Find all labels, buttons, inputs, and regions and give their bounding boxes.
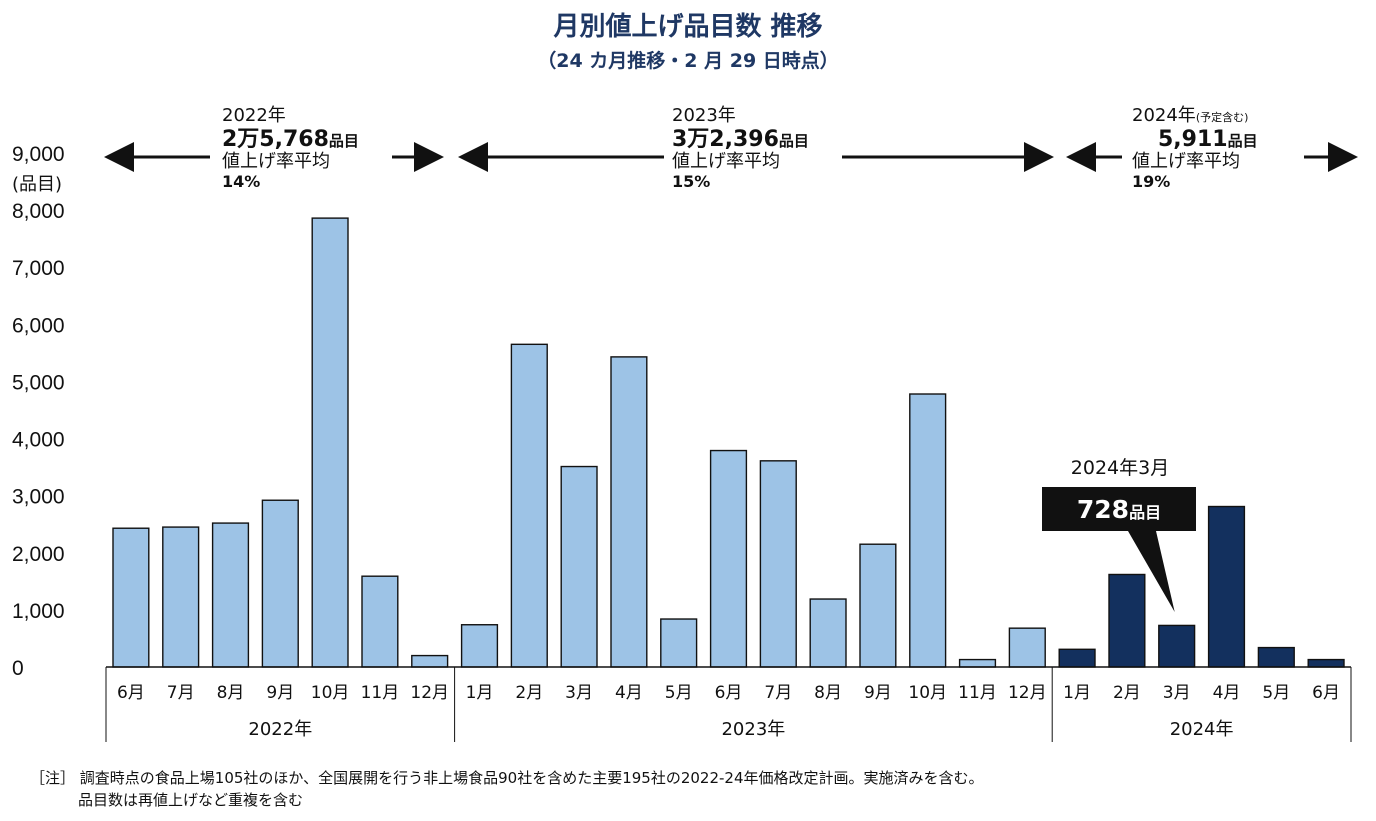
callout-box [1042, 487, 1196, 612]
bar [1257, 646, 1295, 668]
x-tick-label: 11月 [958, 683, 997, 703]
x-tick-label: 8月 [814, 683, 842, 703]
period-rate: 14% [222, 171, 261, 191]
period-2024: 2024年(予定含む) 5,911品目 値上げ率平均 19% [1132, 105, 1258, 191]
y-tick-label: 9,000 [12, 143, 65, 166]
x-tick-label: 7月 [764, 683, 792, 703]
y-tick-label: 6,000 [12, 314, 65, 337]
x-tick-label: 9月 [266, 683, 294, 703]
bar [311, 217, 349, 668]
chart-subtitle: （24 カ月推移・2 月 29 日時点） [537, 50, 839, 72]
period-year: 2022年 [222, 105, 286, 126]
bar [460, 624, 499, 668]
bar [1158, 624, 1196, 668]
period-rate-label: 値上げ率平均 [672, 150, 780, 172]
y-tick-label: 7,000 [12, 257, 65, 280]
bar [958, 658, 997, 668]
x-tick-label: 5月 [1262, 683, 1290, 703]
footnote-line-1: ［注］ 調査時点の食品上場105社のほか、全国展開を行う非上場食品90社を含めた… [30, 769, 984, 787]
x-tick-label: 6月 [117, 683, 145, 703]
y-tick-label: 1,000 [12, 600, 65, 623]
period-unit: 品目 [328, 131, 359, 150]
chart-title: 月別値上げ品目数 推移 [553, 12, 823, 42]
period-total: 3万2,396 [672, 126, 779, 152]
x-tick-label: 4月 [1213, 683, 1241, 703]
period-rate: 19% [1132, 171, 1171, 191]
bar [759, 460, 797, 668]
x-tick-label: 5月 [665, 683, 693, 703]
period-rate-label: 値上げ率平均 [222, 150, 330, 172]
year-label: 2024年 [1170, 719, 1234, 740]
x-tick-label: 1月 [1063, 683, 1091, 703]
bar [660, 618, 698, 668]
callout-value: 728品目 [1077, 495, 1161, 524]
bar [361, 575, 399, 668]
y-tick-label: 0 [12, 657, 24, 680]
bar [610, 356, 648, 668]
y-tick-label: 5,000 [12, 371, 65, 394]
period-2022: 2022年 2万5,768品目 値上げ率平均 14% [222, 105, 359, 191]
y-tick-label: 2,000 [12, 543, 65, 566]
bar [909, 393, 947, 668]
callout-label: 2024年3月 [1071, 457, 1169, 479]
period-rate: 15% [672, 171, 711, 191]
y-axis-unit: (品目) [12, 174, 63, 195]
x-tick-label: 1月 [466, 683, 494, 703]
bar [809, 598, 847, 668]
bar [709, 449, 748, 668]
footnote-line-2: 品目数は再値上げなど重複を含む [78, 790, 304, 809]
y-tick-label: 4,000 [12, 429, 65, 452]
bar [1008, 627, 1046, 668]
x-tick-label: 12月 [1008, 683, 1047, 703]
x-tick-label: 7月 [167, 683, 195, 703]
bar [261, 499, 299, 668]
bar [411, 654, 449, 668]
bar [1108, 573, 1146, 668]
bar [1207, 505, 1246, 668]
x-tick-label: 6月 [1312, 683, 1340, 703]
bar [112, 527, 150, 668]
footnote: ［注］ 調査時点の食品上場105社のほか、全国展開を行う非上場食品90社を含めた… [30, 768, 984, 812]
x-tick-label: 12月 [410, 683, 449, 703]
period-unit: 品目 [778, 131, 809, 150]
x-tick-label: 2月 [1113, 683, 1141, 703]
x-tick-label: 11月 [361, 683, 400, 703]
y-tick-label: 3,000 [12, 486, 65, 509]
x-tick-label: 9月 [864, 683, 892, 703]
period-year: 2024年 [1132, 105, 1196, 126]
bar [1058, 648, 1096, 668]
y-tick-label: 8,000 [12, 200, 65, 223]
period-total: 2万5,768 [222, 126, 329, 152]
year-label: 2023年 [721, 719, 785, 740]
x-tick-label: 10月 [311, 683, 350, 703]
x-tick-label: 3月 [565, 683, 593, 703]
period-year: 2023年 [672, 105, 736, 126]
period-total: 5,911 [1158, 126, 1228, 152]
x-tick-label: 6月 [715, 683, 743, 703]
period-unit: 品目 [1227, 131, 1258, 150]
bar [211, 522, 250, 668]
x-tick-label: 4月 [615, 683, 643, 703]
x-tick-label: 10月 [908, 683, 947, 703]
bar [510, 343, 548, 668]
x-tick-label: 2月 [515, 683, 543, 703]
x-tick-label: 3月 [1163, 683, 1191, 703]
bar [560, 465, 598, 668]
bar [1307, 658, 1345, 668]
period-year-note: (予定含む) [1195, 111, 1249, 124]
x-tick-label: 8月 [217, 683, 245, 703]
period-2023: 2023年 3万2,396品目 値上げ率平均 15% [672, 105, 809, 191]
period-rate-label: 値上げ率平均 [1132, 150, 1240, 172]
bar [859, 543, 897, 668]
year-label: 2022年 [248, 719, 312, 740]
bar [162, 526, 200, 668]
